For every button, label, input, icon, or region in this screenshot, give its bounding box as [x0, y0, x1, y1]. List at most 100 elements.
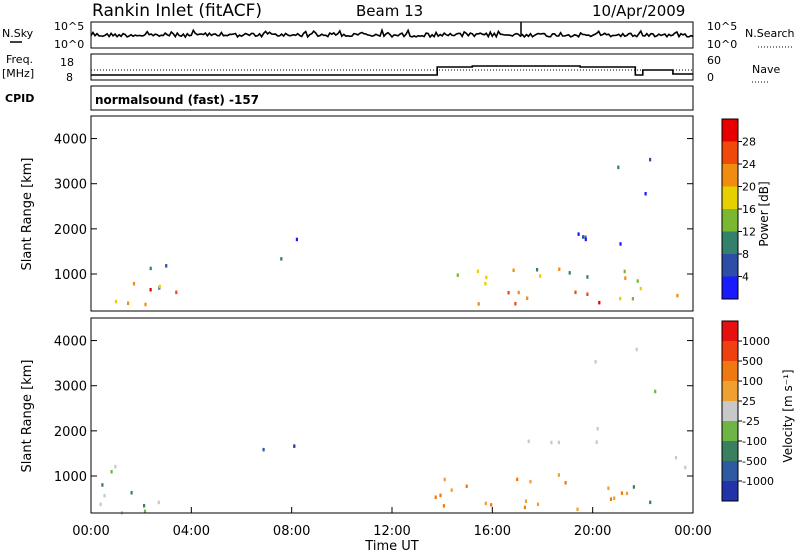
heatmap-cell: [524, 499, 528, 503]
heatmap-cell: [114, 464, 117, 469]
freq-panel: Freq. [MHz] 18 8 60 0 Nave: [2, 53, 780, 84]
heatmap-cell: [114, 299, 118, 304]
heatmap-cell: [490, 503, 493, 507]
power-colorbar-label: Power [dB]: [757, 181, 771, 246]
x-tick-label: 04:00: [173, 524, 210, 539]
colorbar-swatch: [722, 481, 738, 501]
nsky-panel: N.Sky 10^5 10^0 10^5 10^0 N.Search: [2, 20, 795, 51]
heatmap-cell: [456, 273, 459, 277]
heatmap-cell: [649, 157, 652, 162]
colorbar-swatch: [722, 441, 738, 461]
colorbar-swatch: [722, 341, 738, 361]
x-tick-label: 00:00: [674, 524, 711, 539]
heatmap-cell: [130, 491, 133, 495]
power-colorbar: 4 8 12 16 20 24 28: [721, 118, 756, 300]
power-y-ticks: 1000 2000 3000 4000: [54, 133, 693, 283]
colorbar-frame: [721, 320, 739, 502]
heatmap-cell: [586, 275, 589, 279]
heatmap-cell: [443, 477, 446, 482]
colorbar-swatch: [722, 361, 738, 381]
heatmap-cell: [143, 509, 147, 514]
heatmap-cell: [149, 266, 152, 271]
heatmap-cell: [596, 427, 599, 431]
colorbar-tick-label: 20: [742, 181, 756, 194]
heatmap-cell: [262, 447, 265, 452]
heatmap-cell: [149, 288, 152, 292]
heatmap-cell: [576, 507, 579, 512]
velocity-colorbar: 1000 500 100 25 -25 -100 -500 -1000: [721, 320, 774, 502]
colorbar-tick-label: 16: [742, 203, 756, 216]
freq-label: Freq.: [6, 53, 33, 66]
heatmap-cell: [523, 505, 526, 510]
heatmap-cell: [654, 389, 657, 394]
power-heatmap-cells: [114, 157, 679, 307]
colorbar-swatch: [722, 254, 738, 277]
colorbar-tick-label: 1000: [742, 335, 770, 348]
nsky-right-tick-top: 10^5: [707, 20, 737, 33]
cpid-label: CPID: [5, 92, 34, 105]
colorbar-swatch: [722, 421, 738, 441]
heatmap-cell: [568, 271, 571, 275]
colorbar-swatch: [722, 141, 738, 164]
y-tick-label: 3000: [54, 380, 87, 395]
heatmap-cell: [539, 274, 542, 278]
nsky-label: N.Sky: [2, 27, 34, 40]
freq-right-tick-top: 60: [707, 54, 721, 67]
freq-unit-label: [MHz]: [2, 67, 34, 80]
heatmap-cell: [577, 232, 580, 236]
velocity-colorbar-label: Velocity [m s⁻¹]: [781, 369, 795, 462]
velocity-heatmap-cells: [99, 347, 687, 515]
colorbar-swatch: [722, 119, 738, 142]
heatmap-cell: [434, 495, 437, 499]
heatmap-cell: [623, 269, 626, 274]
velocity-panel: 1000 2000 3000 4000 Slant Range [km] 1000 50…: [20, 317, 795, 515]
colorbar-swatch: [722, 164, 738, 187]
heatmap-cell: [631, 297, 634, 301]
heatmap-cell: [632, 485, 635, 489]
velocity-y-label: Slant Range [km]: [20, 360, 35, 473]
heatmap-cell: [175, 290, 178, 295]
heatmap-cell: [635, 347, 638, 352]
heatmap-cell: [507, 291, 510, 295]
y-tick-label: 2000: [54, 425, 87, 440]
y-tick-label: 2000: [54, 223, 87, 238]
heatmap-cell: [439, 493, 442, 498]
heatmap-cell: [564, 481, 567, 485]
heatmap-cell: [132, 282, 136, 286]
colorbar-tick-label: 8: [742, 248, 749, 261]
heatmap-cell: [526, 296, 529, 300]
colorbar-tick-label: -100: [742, 435, 767, 448]
heatmap-cell: [476, 269, 479, 274]
nsky-left-tick-top: 10^5: [54, 20, 84, 33]
y-tick-label: 1000: [54, 470, 87, 485]
heatmap-cell: [485, 275, 488, 280]
colorbar-swatch: [722, 231, 738, 254]
heatmap-cell: [607, 486, 610, 490]
heatmap-cell: [165, 264, 168, 268]
x-tick-label: 16:00: [474, 524, 511, 539]
heatmap-cell: [293, 444, 296, 448]
colorbar-tick-label: 24: [742, 158, 756, 171]
date-label: 10/Apr/2009: [592, 2, 685, 20]
freq-series: [91, 65, 693, 76]
colorbar-tick-label: 4: [742, 271, 749, 284]
x-tick-label: 00:00: [72, 524, 109, 539]
heatmap-cell: [625, 491, 629, 496]
x-axis-ticks: 00:00 04:00 08:00 12:00 16:00 20:00 00:00: [72, 507, 712, 539]
heatmap-cell: [684, 465, 687, 470]
heatmap-cell: [295, 237, 298, 242]
heatmap-cell: [598, 300, 601, 305]
x-axis-label: Time UT: [364, 539, 418, 554]
heatmap-cell: [676, 293, 679, 298]
colorbar-tick-label: -500: [742, 455, 767, 468]
heatmap-cell: [620, 491, 623, 495]
x-tick-label: 12:00: [373, 524, 410, 539]
y-tick-label: 1000: [54, 268, 87, 283]
heatmap-cell: [536, 268, 539, 272]
freq-right-tick-bottom: 0: [707, 71, 714, 84]
heatmap-cell: [110, 470, 113, 474]
heatmap-cell: [484, 501, 487, 506]
heatmap-cell: [584, 237, 587, 242]
colorbar-swatch: [722, 276, 738, 299]
